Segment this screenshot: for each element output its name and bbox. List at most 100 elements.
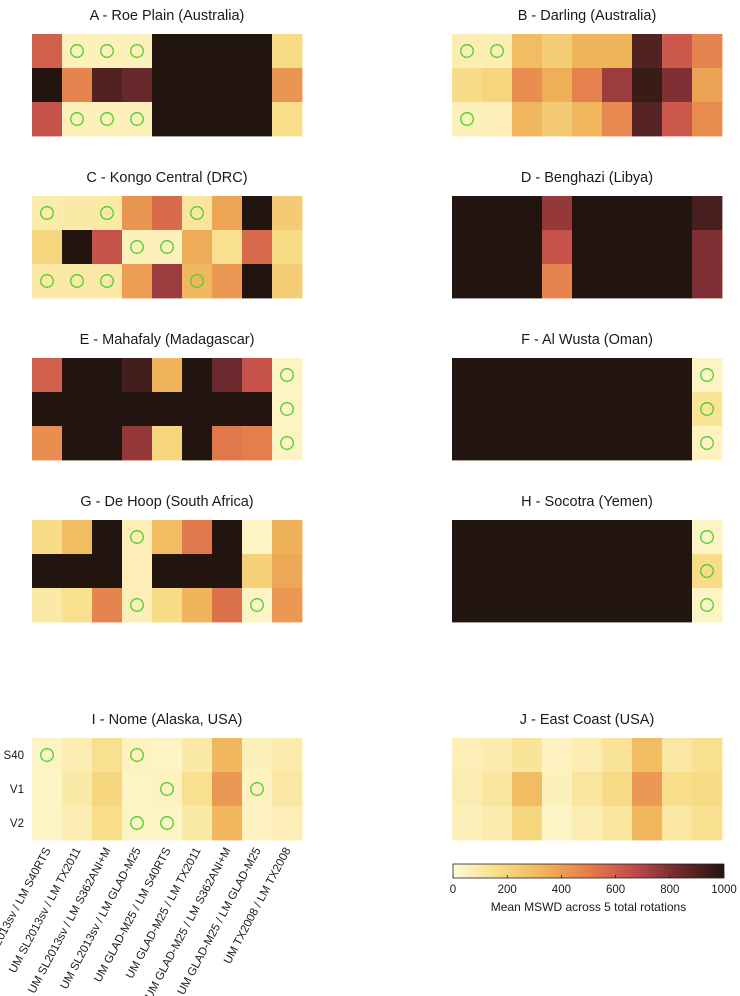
heatmap-cell: [272, 554, 303, 589]
heatmap-cell: [32, 588, 63, 623]
panel-title: B - Darling (Australia): [518, 8, 657, 24]
heatmap-cell: [662, 806, 693, 841]
heatmap-cell: [182, 520, 213, 555]
heatmap-cell: [212, 426, 243, 461]
heatmap-cell: [692, 196, 723, 231]
best-fit-marker: [40, 274, 54, 288]
heatmap-cell: [242, 68, 273, 103]
heatmap-cell: [482, 520, 513, 555]
panel-10: J - East Coast (USA): [452, 712, 723, 841]
heatmap-cell: [182, 196, 213, 231]
best-fit-marker: [100, 206, 114, 220]
best-fit-marker: [70, 112, 84, 126]
heatmap-cell: [512, 554, 543, 589]
heatmap-cell: [512, 68, 543, 103]
heatmap-cell: [572, 772, 603, 807]
panel-6: F - Al Wusta (Oman): [452, 332, 723, 461]
heatmap-cell: [662, 520, 693, 555]
colorbar-tick-label: 1000: [711, 884, 737, 896]
panel-4: D - Benghazi (Libya): [452, 170, 723, 299]
heatmap-cell: [152, 554, 183, 589]
heatmap-cell: [572, 34, 603, 69]
colorbar-tick-label: 800: [660, 884, 679, 896]
heatmap-cell: [212, 264, 243, 299]
panel-3: C - Kongo Central (DRC): [32, 170, 303, 299]
heatmap-cell: [692, 806, 723, 841]
best-fit-marker: [160, 816, 174, 830]
heatmap-cell: [242, 264, 273, 299]
heatmap-cell: [452, 806, 483, 841]
heatmap-cell: [212, 588, 243, 623]
heatmap-cell: [602, 264, 633, 299]
heatmap-cell: [62, 196, 93, 231]
panel-title: J - East Coast (USA): [520, 712, 655, 728]
heatmap-cell: [482, 358, 513, 393]
heatmap-cell: [662, 554, 693, 589]
heatmap-cell: [182, 102, 213, 137]
heatmap-cell: [482, 588, 513, 623]
row-label: V1: [10, 784, 24, 796]
heatmap-cell: [272, 196, 303, 231]
heatmap-cell: [122, 196, 153, 231]
heatmap-cell: [632, 358, 663, 393]
best-fit-marker: [700, 436, 714, 450]
heatmap-cell: [152, 772, 183, 807]
heatmap-cell: [122, 358, 153, 393]
heatmap-cell: [272, 230, 303, 265]
heatmap-cell: [632, 772, 663, 807]
heatmap-cell: [482, 102, 513, 137]
heatmap-cell: [542, 806, 573, 841]
heatmap-cell: [182, 806, 213, 841]
heatmap-cell: [632, 264, 663, 299]
heatmap-cell: [212, 772, 243, 807]
heatmap-cell: [92, 68, 123, 103]
heatmap-cell: [452, 34, 483, 69]
heatmap-cell: [602, 772, 633, 807]
heatmap-cell: [632, 806, 663, 841]
heatmap-cell: [32, 806, 63, 841]
panel-1: A - Roe Plain (Australia): [32, 8, 303, 137]
heatmap-cell: [122, 392, 153, 427]
heatmap-cell: [452, 392, 483, 427]
heatmap-cell: [692, 426, 723, 461]
heatmap-cell: [92, 806, 123, 841]
heatmap-cell: [632, 102, 663, 137]
heatmap-cell: [152, 588, 183, 623]
heatmap-cell: [512, 806, 543, 841]
heatmap-cell: [272, 738, 303, 773]
best-fit-marker: [700, 368, 714, 382]
heatmap-cell: [482, 264, 513, 299]
heatmap-cell: [272, 68, 303, 103]
best-fit-marker: [130, 816, 144, 830]
heatmap-cell: [482, 196, 513, 231]
heatmap-cell: [62, 426, 93, 461]
heatmap-cell: [212, 230, 243, 265]
best-fit-marker: [190, 274, 204, 288]
heatmap-cell: [602, 68, 633, 103]
heatmap-cell: [32, 264, 63, 299]
heatmap-cell: [452, 102, 483, 137]
heatmap-cell: [62, 358, 93, 393]
heatmap-cell: [512, 520, 543, 555]
panel-7: G - De Hoop (South Africa): [32, 494, 303, 623]
heatmap-cell: [512, 392, 543, 427]
heatmap-cell: [542, 520, 573, 555]
heatmap-cell: [542, 588, 573, 623]
heatmap-cell: [212, 196, 243, 231]
heatmap-cell: [122, 554, 153, 589]
heatmap-cell: [572, 588, 603, 623]
heatmap-cell: [482, 230, 513, 265]
heatmap-cell: [482, 738, 513, 773]
heatmap-cell: [482, 554, 513, 589]
heatmap-cell: [632, 588, 663, 623]
colorbar-tick-label: 400: [552, 884, 571, 896]
heatmap-cell: [512, 264, 543, 299]
heatmap-cell: [242, 426, 273, 461]
heatmap-cell: [632, 230, 663, 265]
heatmap-cell: [32, 68, 63, 103]
heatmap-cell: [452, 520, 483, 555]
heatmap-cell: [572, 230, 603, 265]
best-fit-marker: [700, 530, 714, 544]
best-fit-marker: [280, 368, 294, 382]
